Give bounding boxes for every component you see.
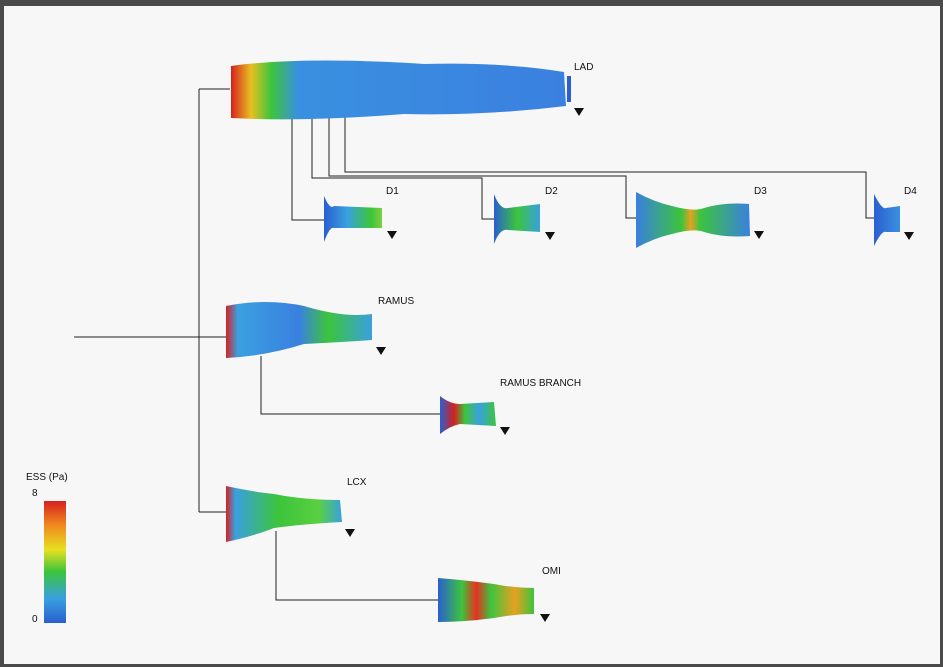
label-d2: D2 bbox=[545, 186, 558, 197]
label-d1: D1 bbox=[386, 186, 399, 197]
vessel-d3 bbox=[636, 192, 750, 248]
label-lcx: LCX bbox=[347, 477, 367, 488]
marker-d3 bbox=[754, 231, 764, 239]
label-ramus-branch: RAMUS BRANCH bbox=[500, 378, 582, 389]
label-d3: D3 bbox=[754, 186, 767, 197]
vessel-om1 bbox=[438, 578, 534, 622]
marker-lcx bbox=[345, 529, 355, 537]
vessel-ramus bbox=[226, 302, 372, 358]
vessel-ramus-branch bbox=[440, 396, 496, 434]
vessel-tree-diagram bbox=[44, 60, 914, 623]
marker-d1 bbox=[387, 231, 397, 239]
legend-max-label: 8 bbox=[32, 488, 38, 499]
vessel-lcx bbox=[226, 486, 342, 542]
label-d4: D4 bbox=[904, 186, 917, 197]
ess-colorbar bbox=[44, 501, 66, 623]
marker-lad bbox=[574, 108, 584, 116]
label-ramus: RAMUS bbox=[378, 296, 415, 307]
marker-om1 bbox=[540, 614, 550, 622]
legend-title: ESS (Pa) bbox=[26, 472, 68, 483]
vessel-d4 bbox=[874, 194, 900, 246]
marker-d4 bbox=[904, 232, 914, 240]
connector-lines bbox=[74, 88, 876, 601]
vessel-d1 bbox=[324, 196, 382, 242]
vessel-d2 bbox=[494, 194, 540, 244]
vessel-lad bbox=[231, 60, 571, 120]
marker-ramus bbox=[376, 347, 386, 355]
figure-panel: LAD D1 D2 D3 D4 RAMUS RAMUS BRANCH LCX O… bbox=[4, 6, 940, 664]
marker-d2 bbox=[545, 232, 555, 240]
legend-min-label: 0 bbox=[32, 614, 38, 625]
label-om1: OMI bbox=[542, 566, 561, 577]
marker-ramus-branch bbox=[500, 427, 510, 435]
label-lad: LAD bbox=[574, 62, 594, 73]
end-markers bbox=[345, 108, 914, 622]
